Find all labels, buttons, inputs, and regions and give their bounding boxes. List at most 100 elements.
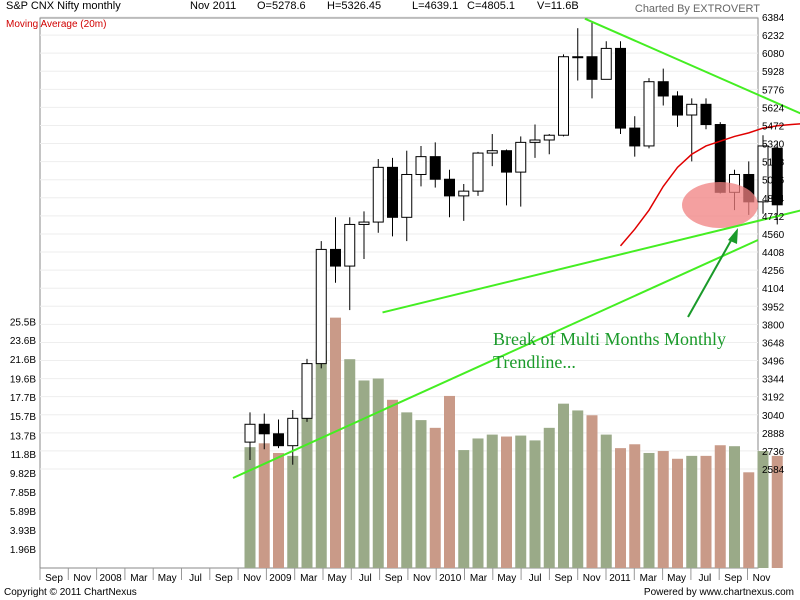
price-tick-label: 4104: [762, 284, 785, 295]
breakdown-highlight-ellipse: [682, 182, 758, 228]
period-label: Nov 2011: [190, 0, 237, 12]
high-value: H=5326.45: [327, 0, 382, 12]
open-value: O=5278.6: [257, 0, 306, 12]
candle-body: [543, 134, 555, 141]
volume-bar: [429, 427, 441, 568]
x-axis-label: Nov: [413, 573, 431, 584]
x-axis-label: Sep: [385, 573, 403, 584]
annotation-line-2: Trendline...: [493, 352, 576, 372]
volume-tick-label: 3.93B: [10, 526, 36, 537]
price-tick-label: 4256: [762, 266, 785, 277]
volume-bar: [757, 451, 769, 568]
volume-bar: [501, 436, 512, 568]
moving-average-label: Moving Average (20m): [6, 19, 107, 30]
volume-bar: [415, 420, 427, 568]
volume-bar: [558, 403, 569, 568]
x-axis-label: May: [667, 573, 686, 584]
x-axis-label: 2009: [269, 573, 292, 584]
volume-bar: [572, 410, 584, 568]
candle-body: [358, 221, 370, 225]
candle-body: [429, 156, 441, 180]
charted-by-label: Charted By EXTROVERT: [634, 3, 760, 15]
candle-body: [472, 152, 484, 192]
candle-body: [444, 178, 455, 197]
price-tick-label: 3800: [762, 320, 785, 331]
volume-bar: [387, 399, 398, 568]
moving-average-line: [619, 123, 800, 247]
powered-by-text: Powered by www.chartnexus.com: [643, 587, 794, 598]
volume-tick-label: 19.6B: [10, 375, 36, 386]
price-tick-label: 5168: [762, 158, 785, 169]
candle-body: [415, 156, 427, 175]
volume-bar: [543, 427, 555, 568]
volume-tick-label: 13.7B: [10, 432, 36, 443]
price-tick-label: 3344: [762, 375, 785, 386]
volume-tick-label: 11.8B: [11, 450, 37, 461]
x-axis-label: Nov: [753, 573, 771, 584]
annotation-arrow: [687, 236, 734, 318]
price-tick-label: 2584: [762, 465, 785, 476]
low-value: L=4639.1: [412, 0, 459, 12]
candle-body: [273, 433, 284, 447]
price-tick-label: 3040: [762, 411, 785, 422]
volume-bar: [515, 435, 527, 568]
volume-bar: [358, 380, 370, 568]
volume-bar: [700, 455, 712, 568]
candle-body: [672, 95, 683, 116]
volume-tick-label: 23.6B: [10, 336, 36, 347]
volume-bar: [600, 434, 612, 568]
volume-bar: [643, 452, 655, 568]
candle-body: [643, 81, 655, 147]
price-tick-label: 5776: [762, 85, 785, 96]
x-axis-label: 2010: [439, 573, 462, 584]
volume-bar: [486, 434, 498, 568]
candle-body: [529, 139, 541, 143]
x-axis-label: Jul: [359, 573, 372, 584]
plot-frame: [39, 17, 759, 569]
price-tick-label: 2736: [762, 447, 785, 458]
volume-bar: [401, 412, 413, 568]
price-tick-label: 4560: [762, 230, 785, 241]
volume-tick-label: 7.85B: [10, 488, 36, 499]
x-axis-label: Mar: [300, 573, 318, 584]
x-axis-label: Mar: [470, 573, 488, 584]
price-tick-label: 2888: [762, 429, 785, 440]
annotation-arrow-head: [728, 228, 738, 244]
chart-title: S&P CNX Nifty monthly: [6, 0, 121, 12]
copyright-text: Copyright © 2011 ChartNexus: [4, 587, 137, 598]
price-tick-label: 6080: [762, 49, 785, 60]
x-axis-label: 2011: [609, 573, 631, 584]
candle-body: [387, 166, 398, 218]
price-tick-label: 5016: [762, 176, 785, 187]
x-axis-label: Nov: [583, 573, 601, 584]
price-tick-label: 6232: [762, 31, 785, 42]
candle-body: [458, 190, 470, 197]
volume-value: V=11.6B: [537, 0, 579, 12]
volume-bar: [657, 451, 669, 568]
candle-body: [586, 56, 598, 80]
candle-body: [315, 248, 327, 365]
x-axis-label: Jul: [699, 573, 712, 584]
price-tick-label: 4408: [762, 248, 785, 259]
price-tick-label: 5624: [762, 103, 785, 114]
price-tick-label: 5928: [762, 67, 785, 78]
price-tick-label: 3952: [762, 302, 785, 313]
volume-bar: [729, 446, 740, 568]
candle-body: [686, 103, 698, 116]
volume-bar: [344, 359, 356, 568]
volume-tick-label: 21.6B: [10, 355, 36, 366]
x-axis-label: May: [328, 573, 347, 584]
volume-bar: [458, 450, 470, 568]
candle-body: [258, 423, 270, 435]
candle-body: [372, 166, 384, 223]
x-axis-label: May: [497, 573, 516, 584]
volume-tick-label: 15.7B: [10, 412, 36, 423]
candle-body: [401, 173, 413, 218]
volume-bar: [672, 458, 683, 568]
price-tick-label: 3192: [762, 393, 785, 404]
volume-bar: [287, 455, 299, 568]
volume-bar: [372, 378, 384, 568]
volume-bar: [771, 455, 783, 568]
